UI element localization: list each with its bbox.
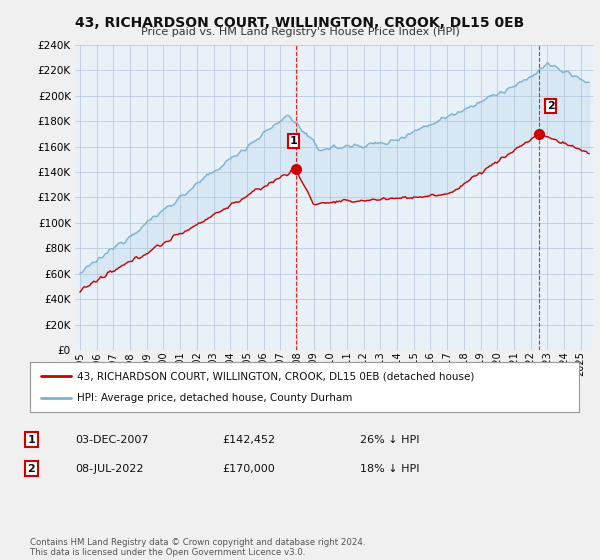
Text: HPI: Average price, detached house, County Durham: HPI: Average price, detached house, Coun…: [77, 393, 352, 403]
Text: £142,452: £142,452: [222, 435, 275, 445]
Text: £170,000: £170,000: [222, 464, 275, 474]
Text: Price paid vs. HM Land Registry's House Price Index (HPI): Price paid vs. HM Land Registry's House …: [140, 27, 460, 38]
Text: 1: 1: [290, 136, 298, 146]
Text: 03-DEC-2007: 03-DEC-2007: [75, 435, 149, 445]
Text: 2: 2: [28, 464, 35, 474]
Text: 18% ↓ HPI: 18% ↓ HPI: [360, 464, 419, 474]
Text: Contains HM Land Registry data © Crown copyright and database right 2024.
This d: Contains HM Land Registry data © Crown c…: [30, 538, 365, 557]
Text: 08-JUL-2022: 08-JUL-2022: [75, 464, 143, 474]
Text: 2: 2: [547, 101, 555, 111]
Text: 1: 1: [28, 435, 35, 445]
Text: 26% ↓ HPI: 26% ↓ HPI: [360, 435, 419, 445]
Text: 43, RICHARDSON COURT, WILLINGTON, CROOK, DL15 0EB: 43, RICHARDSON COURT, WILLINGTON, CROOK,…: [76, 16, 524, 30]
Text: 43, RICHARDSON COURT, WILLINGTON, CROOK, DL15 0EB (detached house): 43, RICHARDSON COURT, WILLINGTON, CROOK,…: [77, 371, 474, 381]
